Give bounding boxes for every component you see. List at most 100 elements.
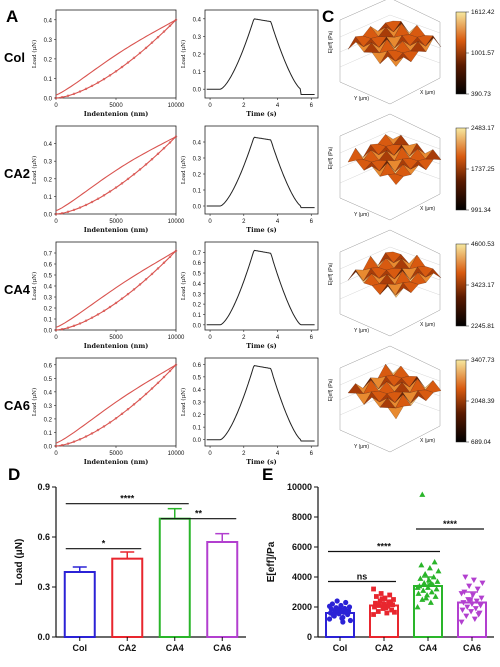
y-tick-label: 0.6	[193, 363, 202, 369]
data-point	[390, 602, 395, 608]
axes-box	[339, 113, 441, 221]
data-point	[458, 619, 465, 625]
data-point	[414, 604, 421, 610]
y-axis-label: Load (μN)	[31, 272, 38, 300]
x-tick-label: 2	[242, 219, 246, 225]
data-point	[469, 592, 476, 598]
plot-frame	[204, 241, 319, 331]
y-tick-label: 0.3	[193, 157, 202, 163]
curve-marker	[96, 197, 100, 201]
loading-curve	[55, 136, 177, 215]
y-tick-label: 0.3	[44, 296, 53, 302]
panel-label-d: D	[8, 465, 20, 484]
bar-ca6	[206, 541, 239, 638]
y-tick-label: 0.1	[44, 195, 53, 201]
bar-ca4	[158, 517, 191, 639]
data-point	[425, 584, 431, 590]
data-point	[423, 595, 430, 601]
curve-marker	[174, 249, 178, 253]
curve-marker	[150, 41, 154, 44]
curve-marker	[120, 297, 124, 300]
unloading-curve	[55, 364, 177, 444]
data-point	[417, 575, 424, 581]
x-tick-label: 0	[208, 103, 212, 109]
y-tick-label: 0.3	[37, 582, 50, 592]
load-time-curve	[206, 18, 315, 95]
data-point	[427, 599, 434, 605]
y-tick-label: 8000	[292, 512, 312, 522]
y-axis-label: Load (μN)	[180, 40, 187, 68]
axes-box	[339, 345, 441, 453]
data-point	[469, 601, 475, 607]
x-tick-label: 2	[242, 335, 246, 341]
curve-marker	[114, 301, 118, 305]
data-point	[434, 578, 441, 584]
grid-line	[339, 246, 441, 270]
x-tick-label: 0	[208, 335, 212, 341]
y-axis-label: Load (μN)	[31, 156, 38, 184]
curve-marker	[102, 194, 106, 197]
curve-marker	[168, 255, 172, 259]
y-tick-label: 0.0	[44, 97, 53, 103]
colorbar-tick-label: 991.34	[471, 207, 491, 214]
significance-label: *	[102, 539, 106, 549]
curve-marker	[138, 283, 142, 286]
curve-marker	[78, 438, 82, 441]
y-tick-label: 0.1	[193, 189, 202, 195]
surface-facet	[425, 35, 442, 48]
data-point	[461, 589, 468, 595]
data-point	[472, 606, 479, 612]
y-tick-label: 0.1	[44, 318, 53, 324]
significance-label: ****	[120, 494, 135, 504]
curve-marker	[60, 212, 64, 215]
x-tick-label: 6	[310, 335, 314, 341]
curve-marker	[102, 309, 106, 313]
curve-marker	[96, 81, 100, 84]
z-axis-label: E[eff] (Pa)	[328, 262, 334, 285]
data-point	[458, 591, 465, 597]
curve-marker	[84, 435, 88, 438]
y-tick-label: 0.0	[193, 438, 202, 444]
y-axis-label: Load (μN)	[31, 388, 38, 416]
x-tick-label: CA6	[463, 643, 481, 653]
data-point	[346, 604, 353, 610]
y-tick-label: 0.3	[193, 35, 202, 41]
x-axis-label: Indentenion (nm)	[84, 458, 149, 466]
z-axis-label: E[eff] (Pa)	[328, 378, 334, 401]
surface-plot-col: E[eff] (Pa) Y (μm) X (μm) 1612.42 1001.57 390…	[328, 0, 495, 105]
curve-marker	[132, 173, 136, 176]
x-tick-label: CA6	[213, 643, 231, 653]
data-point	[419, 596, 426, 602]
panel-c-surfaces: E[eff] (Pa) Y (μm) X (μm) 1612.42 1001.57 390…	[328, 0, 495, 453]
curve-marker	[132, 403, 136, 406]
data-point	[431, 559, 438, 565]
y-tick-label: 0.3	[44, 160, 53, 166]
y-tick-label: 6000	[292, 542, 312, 552]
unloading-curve	[55, 136, 177, 212]
data-point	[372, 604, 377, 610]
x-axis-label: Indentenion (nm)	[84, 342, 149, 350]
y-tick-label: 0.0	[44, 329, 53, 335]
plot-frame	[204, 9, 319, 99]
curve-marker	[60, 327, 64, 331]
y-tick-label: 2000	[292, 602, 312, 612]
y-tick-label: 0.1	[193, 70, 202, 76]
curve-marker	[162, 30, 166, 33]
x-axis-label: Time (s)	[246, 458, 276, 466]
row-label-ca2: CA2	[4, 166, 30, 181]
curve-marker	[114, 70, 118, 73]
curve-marker	[72, 440, 76, 443]
curve-marker	[78, 322, 82, 325]
x-tick-label: 4	[276, 103, 280, 109]
y-tick-label: 0.1	[193, 426, 202, 432]
data-point	[374, 594, 379, 599]
load-time-chart-ca6: 0.0 0.1 0.2 0.3 0.4 0.5 0.6 0 2 4 6 Load (μN) Time (…	[180, 357, 319, 466]
data-point	[343, 599, 349, 606]
curve-marker	[132, 288, 136, 291]
curve-marker	[144, 163, 148, 166]
y-tick-label: 0.3	[44, 38, 53, 44]
data-point	[326, 616, 333, 622]
bar-col	[63, 571, 96, 638]
curve-marker	[174, 135, 178, 138]
data-point	[474, 586, 481, 592]
